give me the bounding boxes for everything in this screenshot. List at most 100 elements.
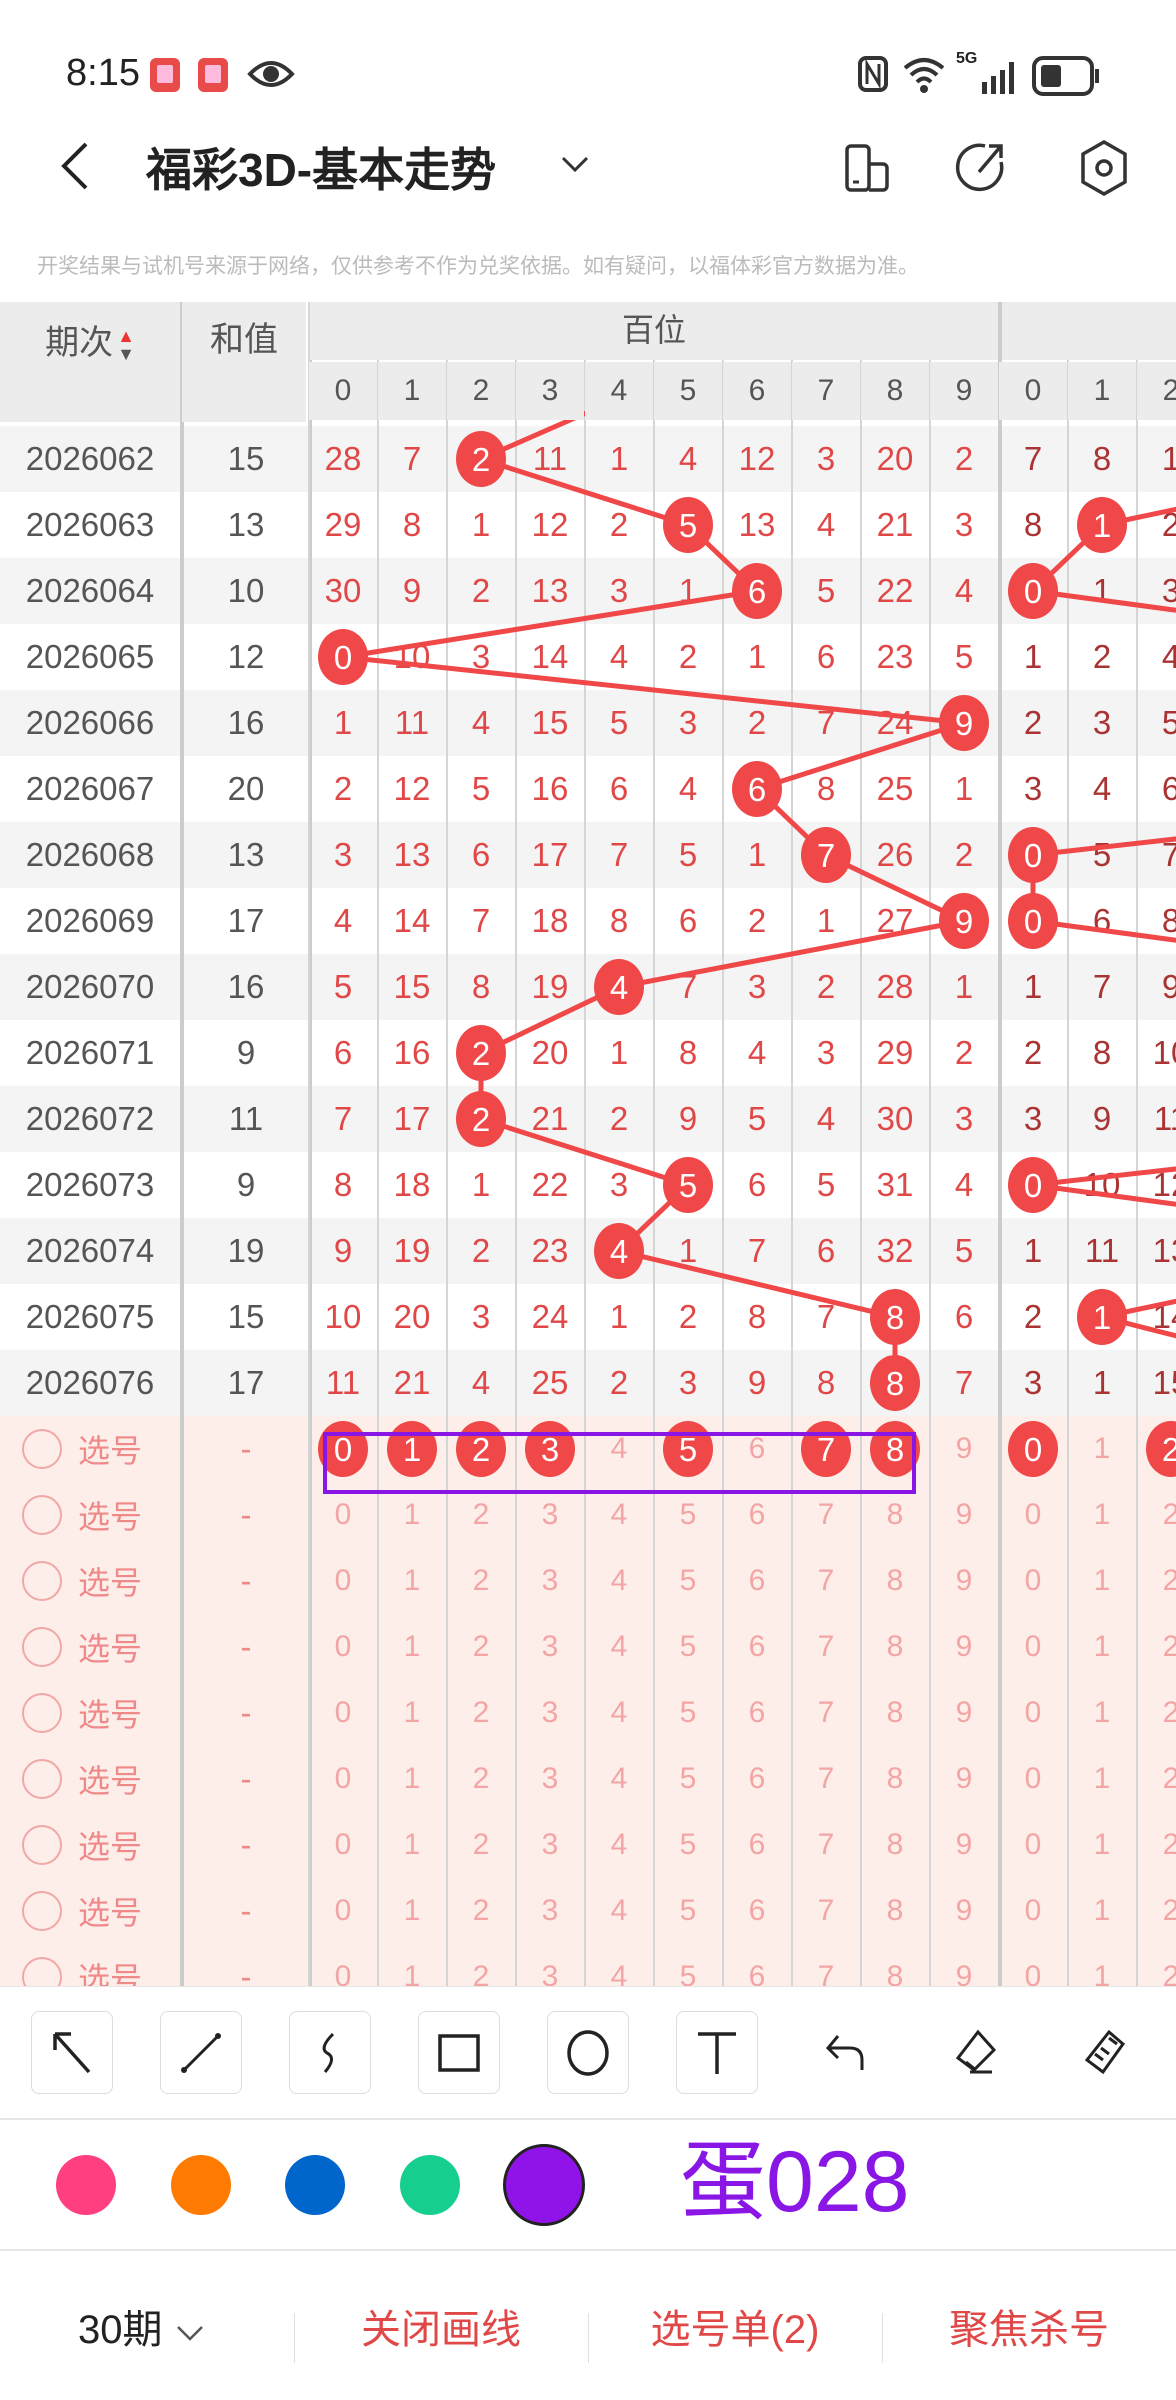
pick-digit[interactable]: 0 [1024, 1960, 1042, 1986]
color-swatch[interactable] [399, 2155, 460, 2215]
pick-digit[interactable]: 6 [748, 1960, 766, 1986]
pick-digit[interactable]: 0 [334, 1498, 352, 1531]
pick-toggle[interactable]: 选号 [22, 1548, 142, 1614]
pick-digit[interactable]: 0 [1024, 1762, 1042, 1795]
pick-digit[interactable]: 8 [886, 1960, 904, 1986]
pick-digit[interactable]: 1 [403, 1498, 421, 1531]
radio-circle-icon[interactable] [22, 1759, 62, 1799]
pick-digit[interactable]: 1 [403, 1762, 421, 1795]
pick-digit[interactable]: 2 [472, 1696, 490, 1729]
chevron-down-icon[interactable] [560, 154, 590, 174]
undo-button[interactable] [806, 2011, 888, 2094]
pick-digit[interactable]: 9 [955, 1696, 973, 1729]
eraser-button[interactable] [934, 2011, 1016, 2094]
pick-digit[interactable]: 7 [817, 1498, 835, 1531]
pick-digit[interactable]: 2 [1162, 1498, 1176, 1531]
pick-digit[interactable]: 7 [817, 1564, 835, 1597]
pick-toggle[interactable]: 选号 [22, 1680, 142, 1746]
pick-digit[interactable]: 4 [610, 1960, 628, 1986]
pick-digit[interactable]: 3 [541, 1630, 559, 1663]
pick-digit[interactable]: 4 [610, 1894, 628, 1927]
pick-digit[interactable]: 3 [541, 1498, 559, 1531]
pick-digit[interactable]: 6 [748, 1762, 766, 1795]
radio-circle-icon[interactable] [22, 1825, 62, 1865]
pick-digit[interactable]: 1 [1093, 1894, 1111, 1927]
pick-digit[interactable]: 5 [679, 1696, 697, 1729]
sort-icon[interactable]: ▲ ▼ [117, 326, 135, 365]
pick-digit[interactable]: 0 [1024, 1696, 1042, 1729]
pick-digit[interactable]: 5 [679, 1960, 697, 1986]
pick-digit[interactable]: 5 [679, 1762, 697, 1795]
pick-digit[interactable]: 1 [1093, 1762, 1111, 1795]
pick-toggle[interactable]: 选号 [22, 1944, 142, 1986]
pick-digit[interactable]: 2 [472, 1828, 490, 1861]
pick-digit[interactable]: 7 [817, 1696, 835, 1729]
pick-digit[interactable]: 1 [403, 1630, 421, 1663]
pick-toggle[interactable]: 选号 [22, 1878, 142, 1944]
pick-digit[interactable]: 0 [1024, 1894, 1042, 1927]
pick-digit[interactable]: 9 [955, 1894, 973, 1927]
pick-digit[interactable]: 6 [748, 1564, 766, 1597]
pick-digit[interactable]: 9 [955, 1498, 973, 1531]
pick-digit[interactable]: 3 [541, 1894, 559, 1927]
line-tool-button[interactable] [160, 2011, 242, 2094]
pick-digit[interactable]: 4 [610, 1762, 628, 1795]
trend-table[interactable]: 2026062 15 28 7 11 1 4 12 3 20 2 7 8 1 2026063 13 29 8 1 12… [0, 302, 1176, 1986]
pick-toggle[interactable]: 选号 [22, 1812, 142, 1878]
pick-digit[interactable]: 2 [1162, 1960, 1176, 1986]
pick-digit[interactable]: 1 [403, 1696, 421, 1729]
text-tool-button[interactable] [676, 2011, 758, 2094]
pick-digit[interactable]: 8 [886, 1696, 904, 1729]
pick-digit[interactable]: 6 [748, 1498, 766, 1531]
color-swatch[interactable] [503, 2144, 585, 2226]
pick-digit[interactable]: 1 [1093, 1828, 1111, 1861]
pick-toggle[interactable]: 选号 [22, 1614, 142, 1680]
share-icon[interactable] [955, 140, 1007, 196]
freehand-tool-button[interactable] [289, 2011, 371, 2094]
pick-digit[interactable]: 4 [610, 1630, 628, 1663]
pick-toggle[interactable]: 选号 [22, 1482, 142, 1548]
pick-digit[interactable]: 5 [679, 1630, 697, 1663]
pick-digit[interactable]: 8 [886, 1498, 904, 1531]
arrow-tool-button[interactable] [31, 2011, 113, 2094]
radio-circle-icon[interactable] [22, 1693, 62, 1733]
pick-digit[interactable]: 1 [1093, 1564, 1111, 1597]
pick-digit[interactable]: 2 [1162, 1696, 1176, 1729]
pick-digit[interactable]: 2 [472, 1762, 490, 1795]
pick-digit[interactable]: 0 [334, 1630, 352, 1663]
pick-digit[interactable]: 1 [403, 1894, 421, 1927]
pick-digit[interactable]: 5 [679, 1894, 697, 1927]
color-swatch[interactable] [56, 2155, 116, 2215]
pick-digit[interactable]: 0 [334, 1762, 352, 1795]
radio-circle-icon[interactable] [22, 1495, 62, 1535]
pick-digit[interactable]: 3 [541, 1762, 559, 1795]
pick-digit[interactable]: 0 [334, 1564, 352, 1597]
pick-digit[interactable]: 0 [334, 1696, 352, 1729]
focus-kill-button[interactable]: 聚焦杀号 [949, 2308, 1109, 2352]
pick-digit[interactable]: 4 [610, 1696, 628, 1729]
pick-digit[interactable]: 4 [610, 1564, 628, 1597]
pick-digit[interactable]: 1 [1093, 1432, 1111, 1465]
column-header-issue[interactable]: 期次 ▲ ▼ [0, 302, 180, 422]
pick-digit[interactable]: 7 [817, 1630, 835, 1663]
pick-digit[interactable]: 0 [1024, 1498, 1042, 1531]
radio-circle-icon[interactable] [22, 1957, 62, 1986]
pick-digit[interactable]: 1 [1093, 1960, 1111, 1986]
pick-digit[interactable]: 4 [610, 1498, 628, 1531]
pick-digit[interactable]: 9 [955, 1828, 973, 1861]
pick-digit[interactable]: 6 [748, 1894, 766, 1927]
pick-digit[interactable]: 9 [955, 1564, 973, 1597]
circle-tool-button[interactable] [547, 2011, 629, 2094]
page-title[interactable]: 福彩3D-基本走势 [146, 144, 497, 196]
pick-digit[interactable]: 8 [886, 1630, 904, 1663]
layout-icon[interactable] [843, 142, 893, 196]
pick-digit[interactable]: 1 [1093, 1630, 1111, 1663]
pick-digit[interactable]: 0 [1024, 1630, 1042, 1663]
pick-digit[interactable]: 7 [817, 1762, 835, 1795]
pick-toggle[interactable]: 选号 [22, 1746, 142, 1812]
pick-digit[interactable]: 2 [1162, 1762, 1176, 1795]
pick-digit[interactable]: 6 [748, 1696, 766, 1729]
pick-digit[interactable]: 7 [817, 1828, 835, 1861]
close-lines-button[interactable]: 关闭画线 [361, 2308, 521, 2352]
radio-circle-icon[interactable] [22, 1429, 62, 1469]
